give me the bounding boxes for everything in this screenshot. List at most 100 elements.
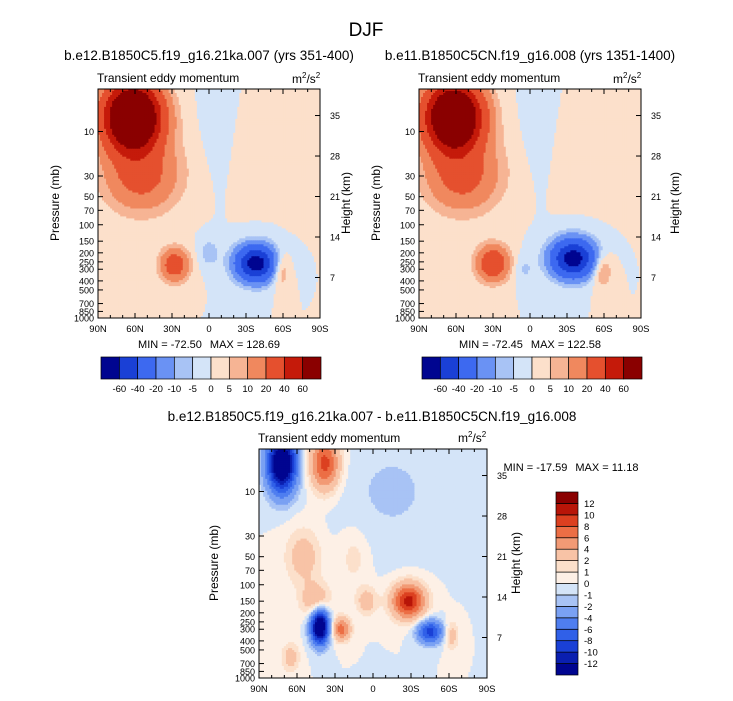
field-cell [154,110,157,114]
field-cell [265,116,268,120]
field-cell [202,104,206,108]
field-cell [122,132,125,136]
field-cell [192,90,196,94]
field-cell [196,100,200,104]
field-cell [136,106,139,110]
field-cell [98,94,101,98]
field-cell [273,130,276,134]
field-cell [265,96,268,100]
field-cell [176,128,180,132]
field-cell [168,112,172,116]
field-cell [249,94,252,98]
field-cell [259,120,262,124]
field-cell [168,89,172,92]
field-cell [146,108,149,112]
field-cell [98,110,101,114]
field-cell [275,110,279,114]
field-cell [156,100,159,104]
field-cell [142,124,145,128]
field-cell [108,106,111,110]
field-cell [229,98,232,102]
field-cell [295,128,299,132]
field-cell [253,89,256,92]
field-cell [229,116,232,120]
field-cell [209,90,212,94]
field-cell [198,100,202,104]
field-cell [124,108,127,112]
field-cell [144,110,147,114]
field-cell [174,134,178,138]
field-cell [102,124,105,128]
field-cell [178,114,182,118]
field-cell [148,128,151,132]
field-cell [297,130,301,134]
units-divider: /s [306,72,315,86]
field-cell [247,124,250,128]
field-cell [285,120,289,124]
field-cell [122,100,125,104]
field-cell [130,120,133,124]
field-cell [279,100,283,104]
field-cell [307,112,311,116]
field-cell [301,110,305,114]
field-cell [202,124,206,128]
field-cell [305,92,309,96]
field-cell [317,116,320,120]
field-cell [279,110,283,114]
field-cell [106,106,109,110]
field-cell [309,118,313,122]
field-cell [283,122,287,126]
field-cell [118,118,121,122]
field-cell [287,94,291,98]
field-cell [269,94,272,98]
field-cell [142,128,145,132]
field-cell [259,102,262,106]
field-cell [305,126,309,130]
field-cell [186,126,190,130]
field-cell [289,114,293,118]
field-cell [150,94,153,98]
field-cell [130,108,133,112]
field-cell [301,118,305,122]
field-cell [311,104,315,108]
field-cell [283,128,287,132]
field-cell [98,108,101,112]
field-cell [122,110,125,114]
field-cell [249,120,252,124]
field-cell [219,124,222,128]
field-cell [168,116,172,120]
field-cell [116,130,119,134]
field-cell [178,134,182,138]
field-cell [184,122,188,126]
field-cell [299,96,303,100]
field-cell [283,136,287,140]
field-cell [106,134,109,138]
field-cell [233,120,236,124]
field-cell [289,136,293,140]
field-cell [136,112,139,116]
field-cell [132,110,135,114]
field-cell [128,114,131,118]
field-cell [110,98,113,102]
field-cell [309,92,313,96]
field-cell [160,110,163,114]
field-cell [287,122,291,126]
field-cell [297,118,301,122]
field-cell [215,132,218,136]
field-cell [299,102,303,106]
field-cell [231,112,234,116]
field-cell [247,110,250,114]
field-cell [166,102,170,106]
field-cell [138,116,141,120]
field-cell [110,96,113,100]
field-cell [233,100,236,104]
field-cell [118,89,121,92]
field-cell [265,92,268,96]
field-cell [259,89,262,92]
field-cell [255,124,258,128]
field-cell [104,128,107,132]
field-cell [140,116,143,120]
field-cell [217,130,220,134]
field-cell [108,130,111,134]
field-cell [243,104,246,108]
